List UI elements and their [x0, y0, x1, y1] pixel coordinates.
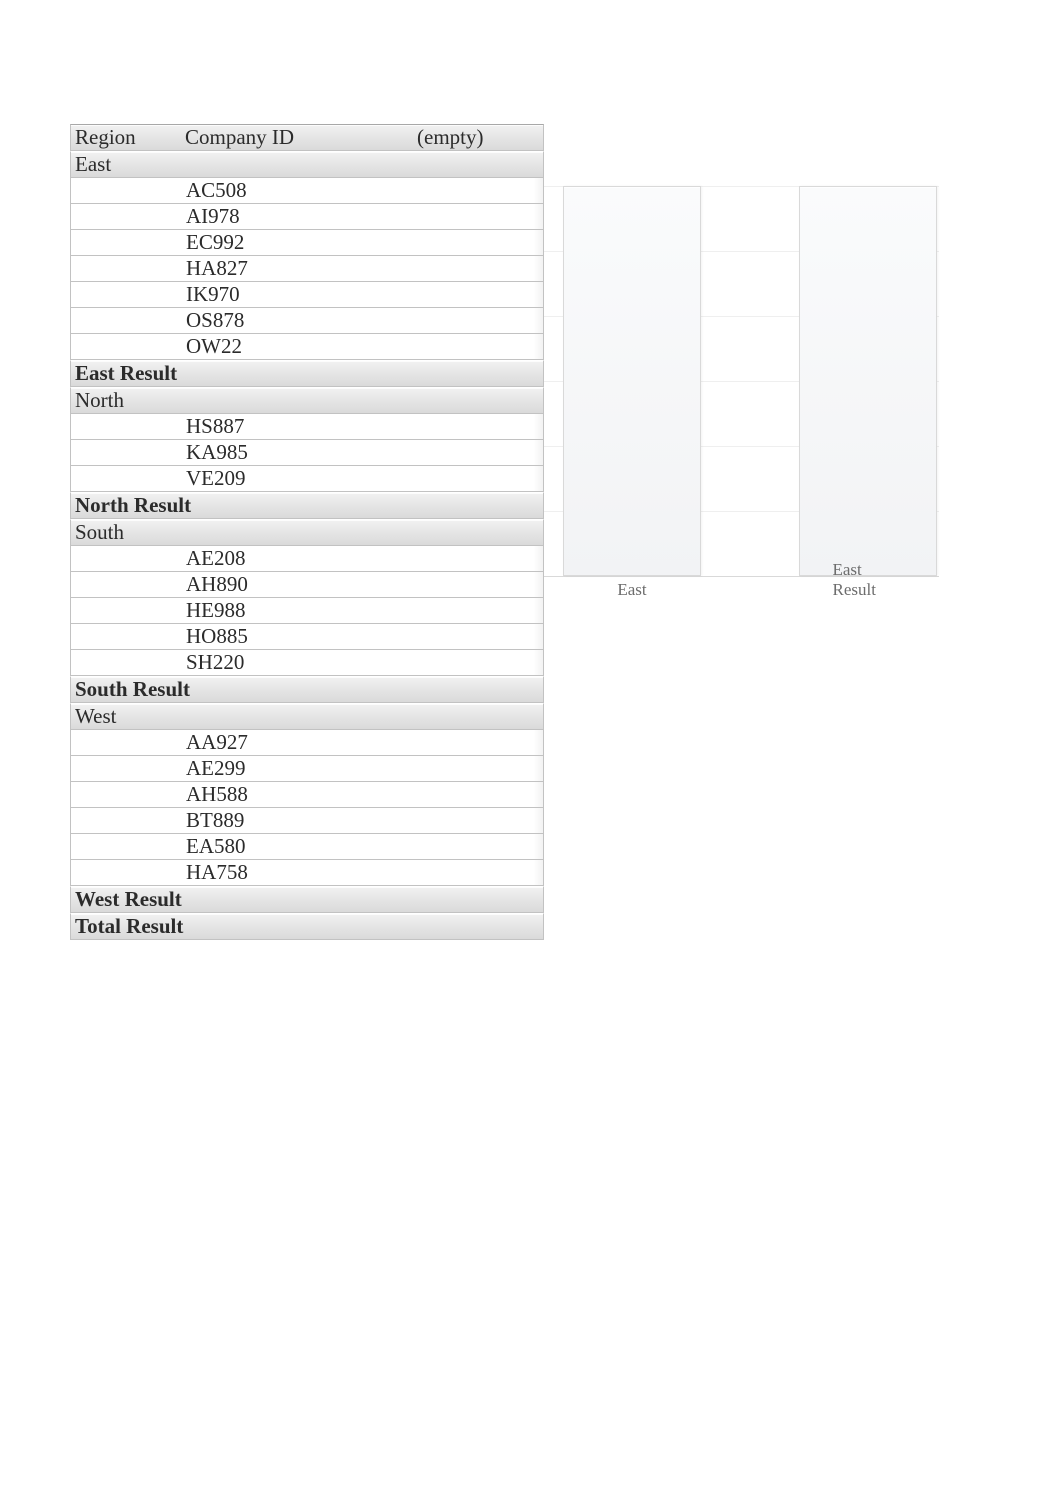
table-row: SH220: [70, 650, 544, 676]
row-company-cell: OS878: [186, 308, 418, 333]
group-result-label: East Result: [71, 361, 543, 386]
table-row: EC992: [70, 230, 544, 256]
table-row: HE988: [70, 598, 544, 624]
row-company-cell: AE299: [186, 756, 418, 781]
table-row: AH588: [70, 782, 544, 808]
row-company-cell: EC992: [186, 230, 418, 255]
table-row: HA827: [70, 256, 544, 282]
total-result-row: Total Result: [70, 913, 544, 940]
row-company-cell: AH588: [186, 782, 418, 807]
chart-xlabel: East Result: [833, 560, 904, 600]
group-row: South: [70, 519, 544, 546]
group-label: North: [71, 388, 543, 413]
pivot-table: Region Company ID (empty) EastAC508AI978…: [70, 124, 544, 940]
group-result-row: West Result: [70, 886, 544, 913]
header-region: Region: [71, 125, 185, 150]
group-result-label: North Result: [71, 493, 543, 518]
table-row: AI978: [70, 204, 544, 230]
row-company-cell: AE208: [186, 546, 418, 571]
group-row: West: [70, 703, 544, 730]
header-value: (empty): [417, 125, 551, 150]
row-company-cell: HO885: [186, 624, 418, 649]
pivot-body: EastAC508AI978EC992HA827IK970OS878OW22Ea…: [70, 151, 544, 913]
row-company-cell: SH220: [186, 650, 418, 675]
group-result-label: South Result: [71, 677, 543, 702]
group-result-row: East Result: [70, 360, 544, 387]
table-row: HA758: [70, 860, 544, 886]
row-company-cell: AA927: [186, 730, 418, 755]
table-row: IK970: [70, 282, 544, 308]
table-row: AE208: [70, 546, 544, 572]
row-company-cell: VE209: [186, 466, 418, 491]
row-company-cell: HA758: [186, 860, 418, 885]
pivot-header-row: Region Company ID (empty): [70, 124, 544, 151]
group-label: West: [71, 704, 543, 729]
row-company-cell: HS887: [186, 414, 418, 439]
header-company: Company ID: [185, 125, 417, 150]
row-company-cell: KA985: [186, 440, 418, 465]
row-company-cell: AC508: [186, 178, 418, 203]
group-result-label: West Result: [71, 887, 543, 912]
table-row: AA927: [70, 730, 544, 756]
row-company-cell: BT889: [186, 808, 418, 833]
table-row: AC508: [70, 178, 544, 204]
table-row: BT889: [70, 808, 544, 834]
row-company-cell: HE988: [186, 598, 418, 623]
table-row: VE209: [70, 466, 544, 492]
group-result-row: North Result: [70, 492, 544, 519]
row-company-cell: OW22: [186, 334, 418, 359]
table-row: OW22: [70, 334, 544, 360]
chart-xlabel: East: [617, 580, 646, 600]
chart-bar: [799, 186, 937, 576]
group-row: East: [70, 151, 544, 178]
table-row: OS878: [70, 308, 544, 334]
table-row: AH890: [70, 572, 544, 598]
group-result-row: South Result: [70, 676, 544, 703]
group-label: East: [71, 152, 543, 177]
table-row: EA580: [70, 834, 544, 860]
table-row: KA985: [70, 440, 544, 466]
chart-bar: [563, 186, 701, 576]
total-result-label: Total Result: [71, 914, 543, 939]
row-company-cell: AH890: [186, 572, 418, 597]
table-row: HO885: [70, 624, 544, 650]
row-company-cell: HA827: [186, 256, 418, 281]
chart-plot-area: 024681012EastEast Result: [490, 186, 939, 577]
group-label: South: [71, 520, 543, 545]
row-company-cell: AI978: [186, 204, 418, 229]
group-row: North: [70, 387, 544, 414]
table-row: AE299: [70, 756, 544, 782]
row-company-cell: EA580: [186, 834, 418, 859]
table-row: HS887: [70, 414, 544, 440]
row-company-cell: IK970: [186, 282, 418, 307]
